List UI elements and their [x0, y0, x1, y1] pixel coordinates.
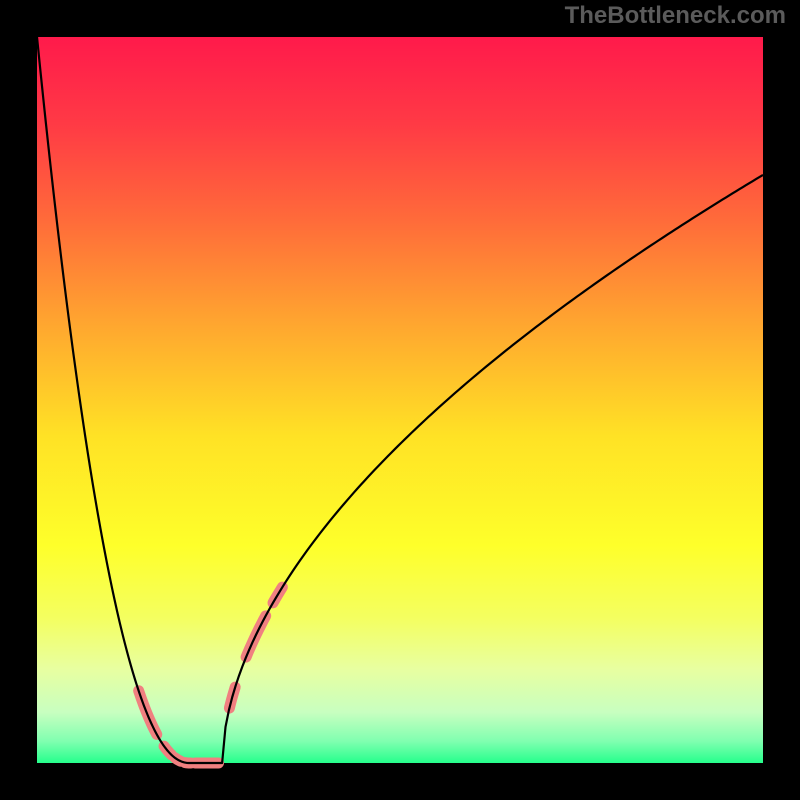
bottleneck-curve — [37, 37, 763, 763]
watermark-text: TheBottleneck.com — [565, 2, 786, 30]
bottleneck-curve-svg — [0, 0, 800, 800]
confidence-markers — [139, 587, 283, 763]
chart-container: TheBottleneck.com — [0, 0, 800, 800]
